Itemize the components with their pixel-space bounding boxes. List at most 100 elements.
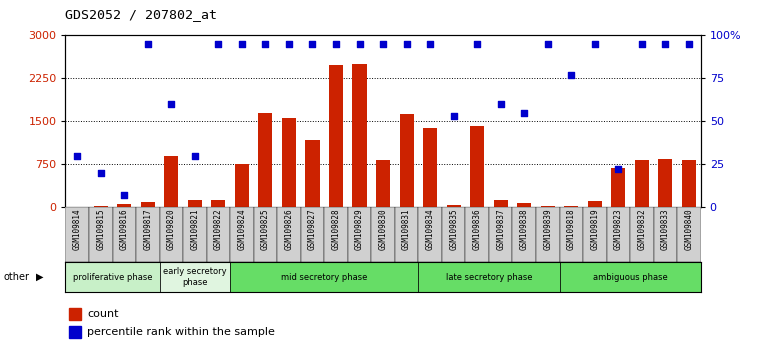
Point	[636, 41, 648, 47]
Point	[424, 41, 437, 47]
Text: GSM109821: GSM109821	[190, 209, 199, 250]
Bar	[112, 207, 136, 262]
Text: GSM109836: GSM109836	[473, 209, 482, 250]
Bar	[159, 262, 230, 292]
Text: GSM109825: GSM109825	[261, 209, 270, 250]
Bar	[583, 207, 607, 262]
Bar	[494, 200, 507, 207]
Bar	[159, 207, 183, 262]
Point	[165, 101, 177, 107]
Bar	[611, 168, 625, 207]
Text: GSM109832: GSM109832	[638, 209, 646, 250]
Bar	[277, 207, 301, 262]
Text: GSM109834: GSM109834	[426, 209, 434, 250]
Bar	[183, 207, 206, 262]
Point	[71, 153, 83, 159]
Text: GSM109829: GSM109829	[355, 209, 364, 250]
Bar	[230, 262, 418, 292]
Text: GSM109830: GSM109830	[379, 209, 387, 250]
Point	[447, 113, 460, 119]
Text: GSM109840: GSM109840	[685, 209, 694, 250]
Bar	[282, 118, 296, 207]
Bar	[69, 326, 81, 338]
Bar	[94, 206, 108, 207]
Bar	[630, 207, 654, 262]
Text: percentile rank within the sample: percentile rank within the sample	[87, 327, 275, 337]
Bar	[536, 207, 560, 262]
Point	[236, 41, 248, 47]
Text: mid secretory phase: mid secretory phase	[281, 273, 367, 281]
Bar	[211, 200, 226, 207]
Point	[565, 72, 578, 78]
Text: GSM109819: GSM109819	[591, 209, 599, 250]
Point	[588, 41, 601, 47]
Bar	[607, 207, 630, 262]
Point	[189, 153, 201, 159]
Point	[541, 41, 554, 47]
Bar	[470, 126, 484, 207]
Bar	[400, 114, 413, 207]
Text: count: count	[87, 309, 119, 319]
Point	[612, 166, 624, 172]
Text: GSM109831: GSM109831	[402, 209, 411, 250]
Text: GSM109824: GSM109824	[237, 209, 246, 250]
Text: ▶: ▶	[36, 272, 44, 282]
Text: other: other	[3, 272, 29, 282]
Point	[330, 41, 342, 47]
Bar	[395, 207, 418, 262]
Text: GSM109837: GSM109837	[496, 209, 505, 250]
Bar	[442, 207, 465, 262]
Bar	[634, 160, 649, 207]
Text: proliferative phase: proliferative phase	[72, 273, 152, 281]
Text: GSM109838: GSM109838	[520, 209, 529, 250]
Text: early secretory
phase: early secretory phase	[163, 267, 226, 287]
Bar	[560, 262, 701, 292]
Bar	[513, 207, 536, 262]
Bar	[206, 207, 230, 262]
Text: GSM109828: GSM109828	[332, 209, 340, 250]
Point	[518, 110, 531, 115]
Point	[283, 41, 295, 47]
Bar	[164, 156, 179, 207]
Text: GSM109820: GSM109820	[167, 209, 176, 250]
Point	[353, 41, 366, 47]
Point	[118, 192, 130, 198]
Bar	[348, 207, 371, 262]
Text: GSM109826: GSM109826	[284, 209, 293, 250]
Bar	[447, 205, 460, 207]
Bar	[230, 207, 253, 262]
Bar	[423, 128, 437, 207]
Bar	[353, 64, 367, 207]
Bar	[89, 207, 112, 262]
Bar	[376, 160, 390, 207]
Bar	[677, 207, 701, 262]
Bar	[235, 164, 249, 207]
Bar	[301, 207, 324, 262]
Text: GSM109814: GSM109814	[72, 209, 82, 250]
Point	[659, 41, 671, 47]
Text: GSM109835: GSM109835	[449, 209, 458, 250]
Text: GSM109818: GSM109818	[567, 209, 576, 250]
Bar	[136, 207, 159, 262]
Bar	[654, 207, 677, 262]
Point	[400, 41, 413, 47]
Bar	[418, 207, 442, 262]
Point	[213, 41, 225, 47]
Text: GSM109816: GSM109816	[120, 209, 129, 250]
Bar	[259, 113, 273, 207]
Bar	[188, 200, 202, 207]
Bar	[141, 202, 155, 207]
Bar	[324, 207, 348, 262]
Bar	[418, 262, 560, 292]
Point	[306, 41, 319, 47]
Bar	[253, 207, 277, 262]
Bar	[658, 159, 672, 207]
Bar	[329, 65, 343, 207]
Bar	[489, 207, 513, 262]
Point	[377, 41, 389, 47]
Point	[259, 41, 272, 47]
Text: GSM109827: GSM109827	[308, 209, 317, 250]
Text: ambiguous phase: ambiguous phase	[593, 273, 668, 281]
Bar	[117, 204, 132, 207]
Bar	[65, 207, 89, 262]
